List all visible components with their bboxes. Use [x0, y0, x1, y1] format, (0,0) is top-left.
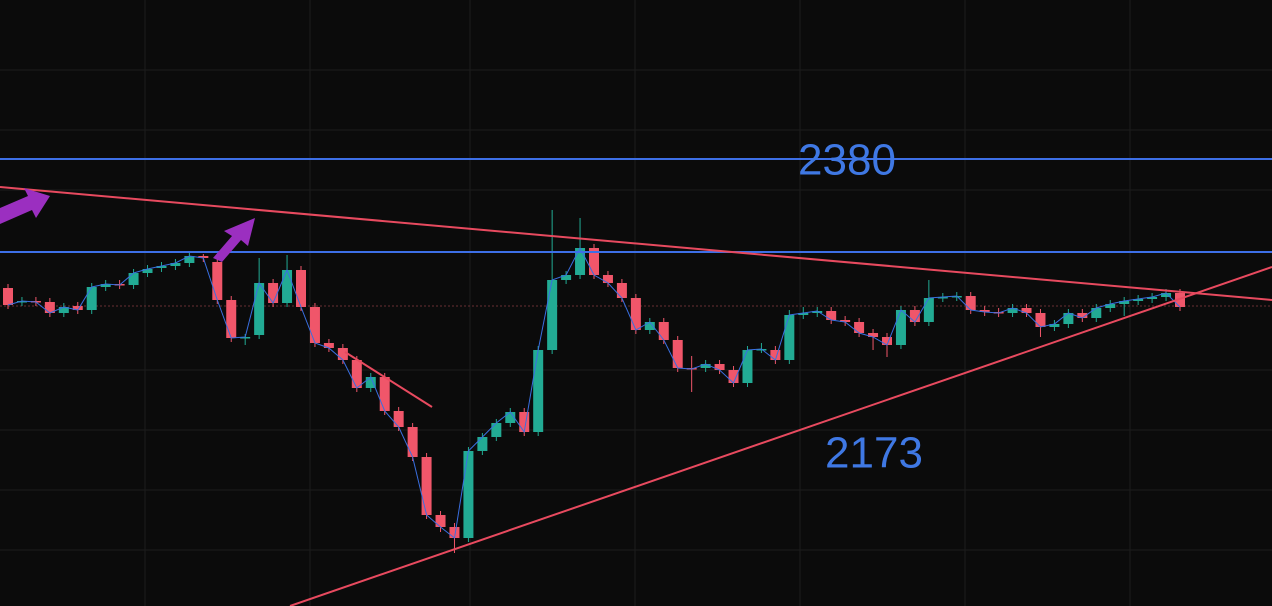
up-trendline: [289, 266, 1272, 606]
candle-body: [909, 310, 920, 322]
candle-body: [770, 350, 781, 360]
close-line: [7, 246, 1181, 539]
candle-body: [882, 337, 892, 345]
candle-body: [672, 340, 683, 368]
candle-body: [575, 248, 586, 275]
candle-body: [491, 423, 502, 437]
candle-body: [840, 320, 851, 322]
candle-body: [728, 370, 739, 383]
candle-body: [449, 527, 460, 538]
candle-body: [142, 269, 153, 273]
candle-body: [547, 280, 558, 350]
candle-body: [1105, 304, 1116, 308]
candle-body: [812, 311, 823, 313]
candle-body: [1077, 313, 1088, 318]
candle-body: [365, 377, 376, 388]
candle-body: [1021, 308, 1032, 313]
candle-body: [826, 311, 837, 320]
arrows: [0, 188, 255, 262]
candle-body: [784, 315, 795, 360]
candle-body: [351, 360, 362, 388]
candle-body: [602, 275, 613, 283]
candle-body: [1119, 301, 1130, 304]
candle-body: [100, 284, 111, 287]
candle-body: [463, 451, 474, 538]
candle-body: [226, 300, 237, 338]
candle-body: [128, 273, 139, 285]
candle-body: [86, 287, 97, 310]
candle-body: [296, 270, 306, 307]
candles: [3, 210, 1185, 553]
candle-body: [644, 322, 655, 330]
candle-body: [951, 296, 962, 298]
candle-body: [254, 283, 265, 335]
candle-body: [477, 437, 488, 451]
candle-body: [1133, 299, 1144, 301]
candle-body: [923, 298, 934, 322]
candle-body: [1063, 313, 1074, 324]
candle-body: [589, 248, 599, 275]
candle-body: [323, 343, 334, 348]
support-label: 2173: [825, 429, 923, 478]
candle-body: [282, 270, 293, 303]
candle-body: [170, 263, 181, 266]
candle-body: [393, 411, 404, 427]
candle-body: [798, 313, 809, 315]
candle-body: [379, 377, 390, 411]
down-trendline: [0, 186, 1272, 301]
candle-body: [1161, 293, 1172, 297]
candle-body: [505, 412, 516, 423]
candle-body: [16, 301, 27, 303]
candle-body: [561, 275, 572, 280]
candle-body: [268, 283, 279, 303]
candle-body: [979, 310, 990, 312]
candle-body: [3, 288, 13, 305]
level-label: 2380: [798, 136, 896, 185]
candle-body: [895, 310, 906, 345]
candle-body: [212, 262, 223, 300]
candle-body: [868, 333, 879, 337]
candle-body: [1049, 324, 1060, 327]
candle-body: [533, 350, 544, 432]
candle-body: [1007, 308, 1018, 313]
candle-body: [965, 296, 976, 310]
candle-body: [240, 337, 251, 339]
candle-body: [421, 457, 432, 515]
candle-body: [72, 306, 83, 310]
candle-body: [616, 283, 627, 298]
candle-body: [1091, 308, 1102, 318]
candle-body: [742, 350, 753, 383]
candle-body: [407, 427, 418, 457]
candle-body: [435, 515, 446, 527]
candle-body: [1035, 313, 1046, 327]
candle-body: [756, 349, 767, 351]
candle-body: [700, 364, 711, 368]
short-trendline: [344, 351, 433, 408]
candle-body: [44, 302, 55, 313]
candle-body: [854, 322, 865, 333]
candle-body: [309, 307, 320, 343]
candle-body: [937, 297, 948, 299]
candle-body: [658, 322, 669, 340]
candle-body: [519, 412, 530, 432]
candle-body: [156, 266, 167, 268]
candle-body: [58, 307, 69, 313]
candle-body: [184, 256, 195, 263]
candle-body: [1175, 293, 1185, 307]
candle-body: [630, 298, 641, 330]
candle-body: [337, 348, 348, 360]
candle-body: [714, 364, 725, 370]
candle-body: [198, 256, 209, 258]
candle-body: [1147, 297, 1158, 299]
